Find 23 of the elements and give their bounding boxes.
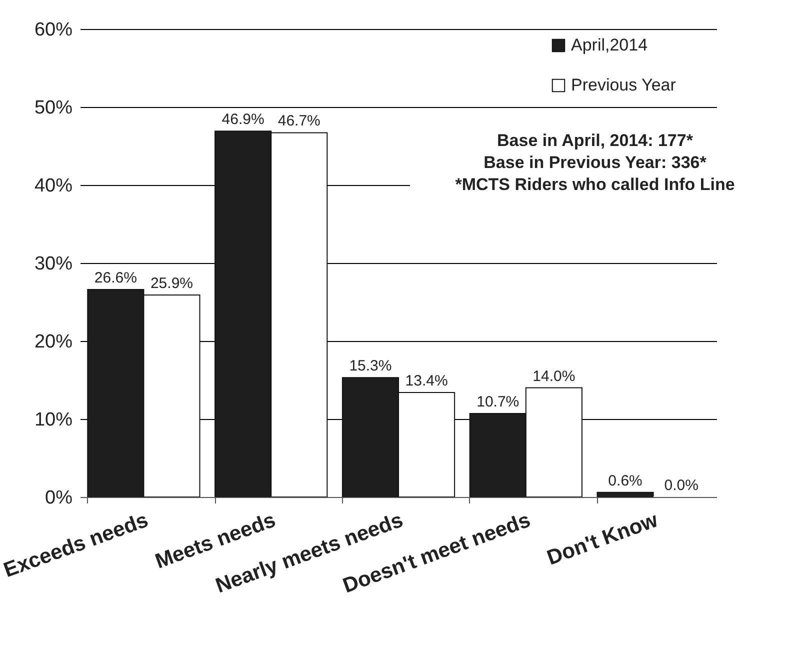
data-label: 26.6% [94,270,137,287]
legend-label: April,2014 [571,36,648,54]
y-tick-label: 60% [34,20,73,40]
data-label: 15.3% [349,358,392,375]
y-tick-label: 0% [45,488,73,508]
data-label: 13.4% [405,372,448,390]
data-label: 46.7% [278,112,320,130]
y-tick-label: 10% [34,410,73,430]
data-label: 0.6% [608,472,642,490]
data-label: 14.0% [532,368,576,385]
data-label: 46.9% [222,111,264,128]
y-tick-label: 40% [34,176,73,196]
y-tick-label: 30% [34,254,73,274]
annotation: Base in April, 2014: 177* [496,130,694,152]
x-tick-label: Don't Know [544,508,662,570]
data-label: 0.0% [664,477,698,494]
data-label: 10.7% [476,394,520,411]
y-tick-label: 50% [34,98,73,118]
legend-label: Previous Year [571,76,676,94]
annotation: *MCTS Riders who called Info Line [454,174,736,196]
data-label: 25.9% [150,274,193,292]
annotation: Base in Previous Year: 336* [482,152,708,174]
y-tick-label: 20% [34,332,73,352]
